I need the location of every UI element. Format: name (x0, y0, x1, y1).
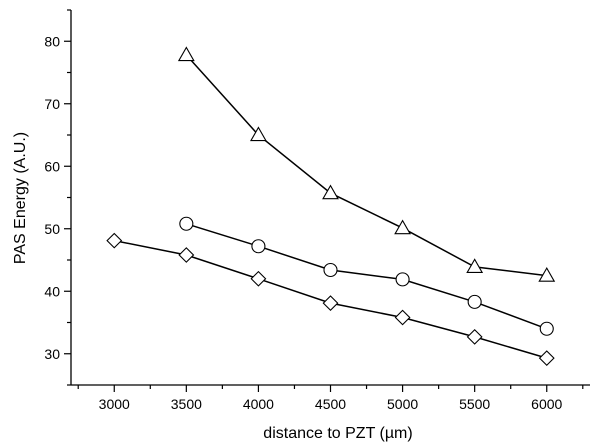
x-tick-label: 5000 (387, 396, 418, 412)
x-tick-label: 5500 (459, 396, 490, 412)
data-point-triangle (538, 267, 556, 282)
y-tick-label: 30 (44, 346, 60, 362)
data-point-diamond (106, 232, 123, 249)
data-point-circle (323, 262, 338, 278)
y-tick-label: 50 (44, 221, 60, 237)
data-point-diamond (250, 270, 267, 287)
data-point-circle (467, 294, 482, 309)
x-tick-label: 4500 (315, 396, 346, 412)
y-tick-label: 60 (44, 158, 60, 174)
series-markers (106, 46, 556, 367)
data-point-circle (395, 272, 410, 287)
y-axis-title: PAS Energy (A.U.) (12, 132, 29, 264)
data-point-triangle (249, 126, 267, 142)
series-line-circle (186, 223, 548, 330)
data-point-circle (539, 321, 554, 336)
x-tick-label: 3000 (99, 396, 130, 412)
data-point-diamond (538, 350, 555, 367)
data-point-diamond (322, 295, 339, 312)
x-tick-label: 6000 (531, 396, 562, 412)
data-point-circle (251, 239, 266, 254)
data-point-triangle (394, 219, 412, 235)
data-point-diamond (178, 247, 195, 263)
y-tick-label: 70 (44, 96, 60, 112)
data-point-diamond (394, 309, 411, 326)
y-tick-label: 80 (44, 33, 60, 49)
x-tick-label: 3500 (171, 396, 202, 412)
data-point-triangle (322, 184, 339, 200)
ticks: 3000 3500 4000 4500 5000 5500 6000 30 40 50 60 70 80 (44, 9, 584, 412)
series-line-triangle (185, 54, 547, 277)
x-tick-label: 4000 (243, 396, 274, 412)
data-point-circle (179, 216, 194, 231)
series-lines (114, 54, 548, 359)
y-tick-label: 40 (44, 283, 60, 299)
data-point-triangle (177, 46, 195, 62)
data-point-diamond (466, 328, 483, 345)
data-point-triangle (466, 258, 484, 274)
x-axis-title: distance to PZT (µm) (263, 425, 412, 442)
